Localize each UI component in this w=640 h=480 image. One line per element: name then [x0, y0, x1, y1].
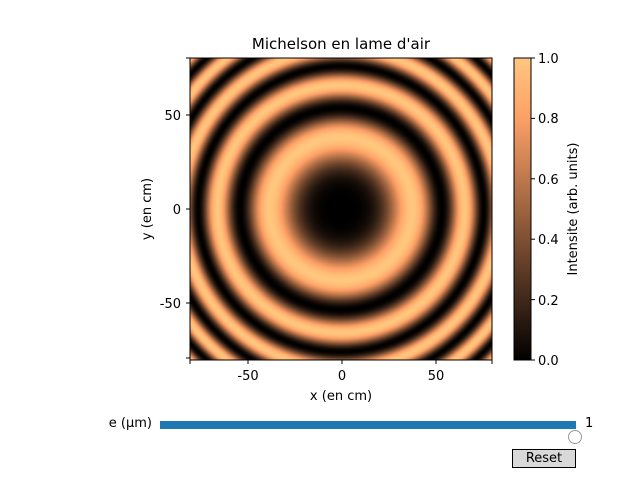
colorbar-tick-label: 1.0 [538, 52, 559, 67]
colorbar-tick-label: 0.2 [538, 294, 559, 309]
y-tick-label: 50 [164, 109, 181, 124]
slider-fill [160, 421, 576, 429]
chart-title: Michelson en lame d'air [252, 35, 431, 53]
interference-plot [189, 57, 493, 361]
slider-label: e (μm) [108, 416, 152, 431]
thickness-slider[interactable] [160, 421, 582, 444]
colorbar-tick-label: 0.0 [538, 354, 559, 369]
colorbar-label: Intensite (arb. units) [566, 143, 581, 276]
colorbar-tick-label: 0.6 [538, 173, 559, 188]
figure: Michelson en lame d'air -50 0 50 x (en c… [140, 35, 581, 404]
y-tick-label: 0 [173, 203, 181, 218]
x-tick-label: -50 [237, 369, 258, 384]
reset-button[interactable]: Reset [512, 449, 576, 468]
fringe-image [190, 58, 492, 360]
x-axis-label: x (en cm) [310, 389, 372, 404]
x-axis: -50 0 50 x (en cm) [189, 360, 493, 404]
y-axis-label: y (en cm) [140, 178, 155, 240]
slider-value: 1 [585, 416, 594, 431]
colorbar-tick-label: 0.8 [538, 112, 559, 127]
colorbar-gradient [513, 57, 532, 361]
slider-handle[interactable] [568, 430, 582, 444]
colorbar: 1.0 0.8 0.6 0.4 0.2 0.0 Intensite (arb. … [513, 52, 581, 369]
x-tick-label: 50 [428, 369, 445, 384]
thickness-slider-area: e (μm) 1 [0, 408, 640, 444]
y-tick-label: -50 [160, 297, 181, 312]
x-tick-label: 0 [338, 369, 346, 384]
colorbar-tick-label: 0.4 [538, 233, 559, 248]
y-axis: 50 0 -50 y (en cm) [140, 57, 190, 359]
